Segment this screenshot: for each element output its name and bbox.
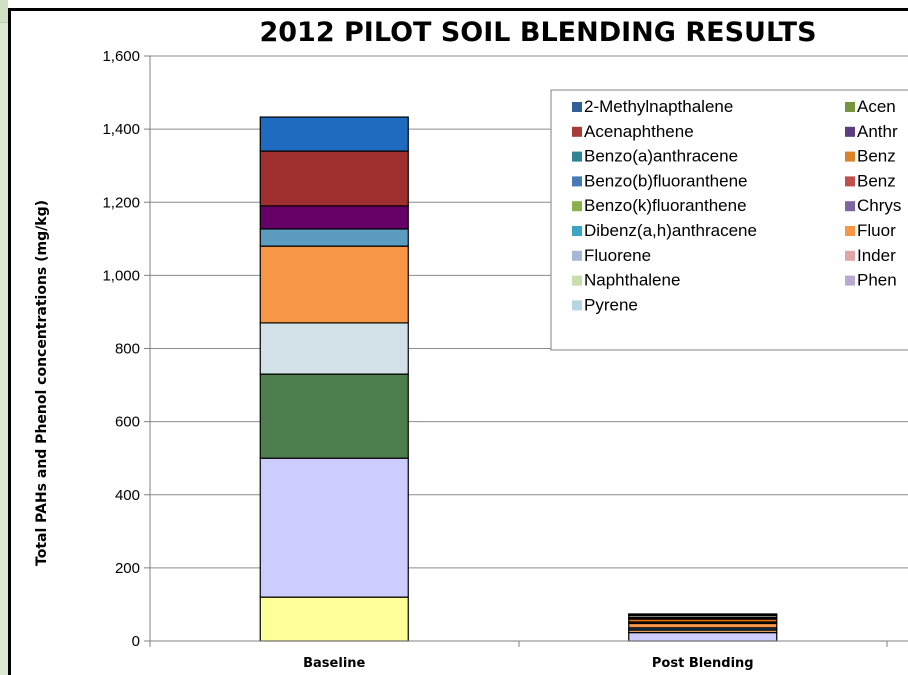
- x-categories: Baseline Post Blending: [303, 656, 753, 671]
- bars: [259, 116, 778, 642]
- legend-swatch: [572, 226, 582, 236]
- legend-label: Benz: [857, 171, 896, 190]
- bar-segment: [259, 205, 409, 230]
- legend-label: Benzo(k)fluoranthene: [584, 196, 747, 215]
- bar-segment: [259, 457, 409, 598]
- legend-swatch: [572, 126, 582, 137]
- background-panel-left: [0, 0, 8, 675]
- legend-label: Fluor: [857, 221, 896, 240]
- legend-swatch: [572, 300, 582, 311]
- legend-swatch: [845, 176, 855, 187]
- legend-label: Phen: [857, 271, 897, 290]
- x-category-label: Post Blending: [652, 656, 754, 671]
- bar-segment: [628, 631, 778, 642]
- y-ticks: 0 200 400 600 800 1,000 1,200 1,400 1,600: [102, 48, 150, 650]
- chart-title: 2012 PILOT SOIL BLENDING RESULTS: [259, 17, 816, 48]
- y-tick-label: 1,200: [102, 194, 140, 211]
- legend-swatch: [845, 226, 855, 236]
- legend-swatch: [572, 201, 582, 212]
- y-tick-label: 1,400: [102, 121, 140, 138]
- y-tick-label: 1,000: [102, 267, 140, 284]
- legend-label: Anthr: [857, 122, 898, 141]
- legend-swatch: [845, 102, 855, 112]
- legend-swatch: [572, 151, 582, 162]
- y-tick-label: 400: [115, 487, 140, 504]
- legend-swatch: [845, 126, 855, 137]
- legend-label: Fluorene: [584, 246, 651, 265]
- legend-swatch: [572, 250, 582, 261]
- legend-label: Acen: [857, 97, 896, 116]
- bar-segment: [259, 228, 409, 247]
- legend-swatch: [572, 176, 582, 187]
- legend-swatch: [845, 201, 855, 212]
- bar-segment: [628, 613, 778, 617]
- legend-swatch: [572, 102, 582, 112]
- bar-segment: [259, 322, 409, 375]
- bar-segment: [259, 596, 409, 642]
- bar-segment: [259, 116, 409, 152]
- legend-label: Benzo(a)anthracene: [584, 147, 738, 166]
- bar-segment: [259, 245, 409, 324]
- legend-label: Chrys: [857, 196, 901, 215]
- x-category-label: Baseline: [303, 656, 365, 671]
- legend-swatch: [572, 275, 582, 286]
- legend: 2-Methylnapthalene Acenaphthene Benzo(a)an…: [550, 89, 908, 351]
- legend-label: Benz: [857, 147, 896, 166]
- legend-swatch: [845, 151, 855, 162]
- legend-label: Naphthalene: [584, 271, 680, 290]
- legend-swatch: [845, 275, 855, 286]
- bar-segment: [628, 622, 778, 629]
- bar-segment: [259, 373, 409, 459]
- y-tick-label: 600: [115, 414, 140, 431]
- legend-label: Benzo(b)fluoranthene: [584, 171, 748, 190]
- legend-label: 2-Methylnapthalene: [584, 97, 733, 116]
- legend-label: Dibenz(a,h)anthracene: [584, 221, 757, 240]
- y-tick-label: 1,600: [102, 48, 140, 65]
- legend-swatch: [845, 250, 855, 261]
- y-tick-label: 800: [115, 341, 140, 358]
- y-tick-label: 200: [115, 560, 140, 577]
- bar-segment: [259, 150, 409, 207]
- legend-label: Acenaphthene: [584, 122, 694, 141]
- y-axis-title: Total PAHs and Phenol concentrations (mg…: [34, 200, 50, 566]
- legend-label: Inder: [857, 246, 896, 265]
- legend-label: Pyrene: [584, 295, 638, 314]
- background-panel-tab: [0, 0, 8, 23]
- y-tick-label: 0: [132, 633, 140, 650]
